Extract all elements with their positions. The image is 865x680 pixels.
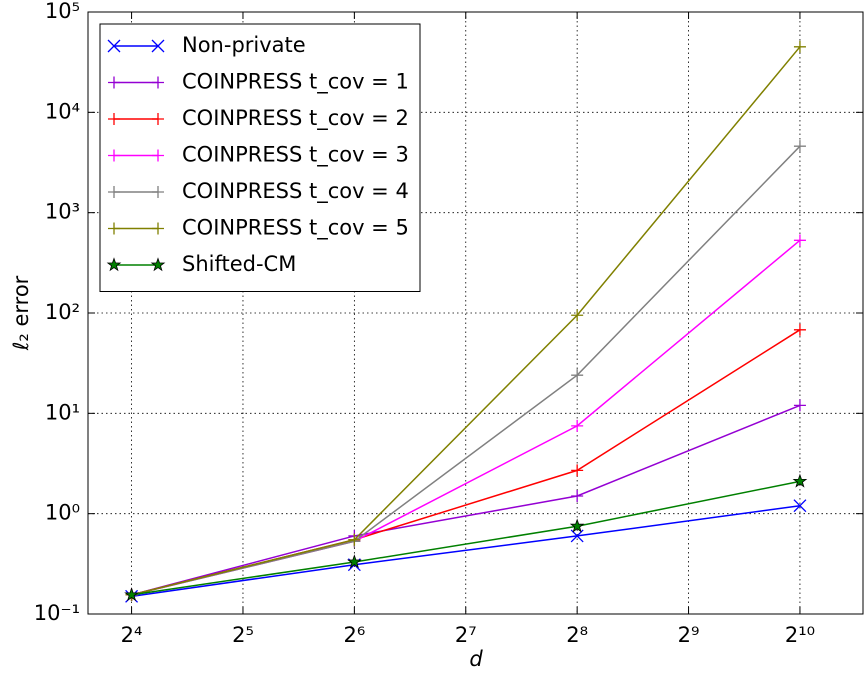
marker xyxy=(108,113,120,125)
y-tick-label: 10² xyxy=(45,300,80,324)
marker xyxy=(150,257,166,272)
marker xyxy=(348,533,361,546)
y-tick-label: 10³ xyxy=(45,200,80,224)
x-tick-label: 2⁸ xyxy=(566,623,588,647)
marker xyxy=(571,309,584,322)
marker xyxy=(793,499,807,513)
marker xyxy=(124,587,139,602)
marker xyxy=(571,489,584,502)
y-tick-label: 10⁴ xyxy=(45,99,80,123)
marker xyxy=(792,473,808,488)
marker xyxy=(108,222,120,235)
y-tick-label: 10⁻¹ xyxy=(34,601,80,625)
legend-label: Non-private xyxy=(182,33,306,57)
x-tick-label: 2⁹ xyxy=(678,623,700,647)
marker xyxy=(793,140,806,153)
marker xyxy=(571,419,584,432)
y-tick-label: 10¹ xyxy=(45,400,80,424)
marker xyxy=(347,554,362,569)
series-line xyxy=(131,46,801,596)
x-tick-label: 2¹⁰ xyxy=(785,623,815,647)
legend-label: COINPRESS t_cov = 4 xyxy=(182,179,409,204)
legend-label: COINPRESS t_cov = 2 xyxy=(182,106,409,131)
plot-frame xyxy=(87,11,864,615)
marker xyxy=(106,257,122,272)
y-tick-label: 10⁰ xyxy=(45,501,80,525)
marker xyxy=(793,399,806,412)
x-tick-label: 2⁷ xyxy=(455,623,477,647)
marker xyxy=(152,149,164,162)
marker xyxy=(793,323,806,336)
x-tick-label: 2⁵ xyxy=(232,623,254,647)
marker xyxy=(793,234,806,247)
x-axis-label: d xyxy=(469,647,483,671)
marker xyxy=(108,76,120,89)
marker xyxy=(152,186,164,198)
marker xyxy=(793,40,806,53)
legend-frame xyxy=(99,23,421,292)
marker xyxy=(151,39,165,53)
legend-label: COINPRESS t_cov = 1 xyxy=(182,70,409,95)
y-tick-label: 10⁵ xyxy=(45,0,80,23)
marker xyxy=(108,186,120,198)
marker xyxy=(108,149,120,162)
marker xyxy=(152,222,164,235)
legend-label: Shifted-CM xyxy=(182,252,296,276)
legend-label: COINPRESS t_cov = 3 xyxy=(182,143,409,168)
series-line xyxy=(131,404,801,596)
marker xyxy=(571,369,584,382)
x-tick-label: 2⁴ xyxy=(121,623,143,647)
x-tick-label: 2⁶ xyxy=(343,623,365,647)
marker xyxy=(152,76,164,89)
marker xyxy=(571,464,584,477)
series-line xyxy=(131,480,801,596)
y-axis-label: ℓ₂ error xyxy=(9,275,33,351)
marker xyxy=(107,39,121,53)
marker xyxy=(569,518,585,533)
legend-label: COINPRESS t_cov = 5 xyxy=(182,216,409,241)
series-line xyxy=(131,504,801,598)
series-line xyxy=(131,145,801,596)
legend: Non-private COINPRESS t_cov = 1 COINPRESS … xyxy=(99,23,421,292)
marker xyxy=(152,113,164,125)
